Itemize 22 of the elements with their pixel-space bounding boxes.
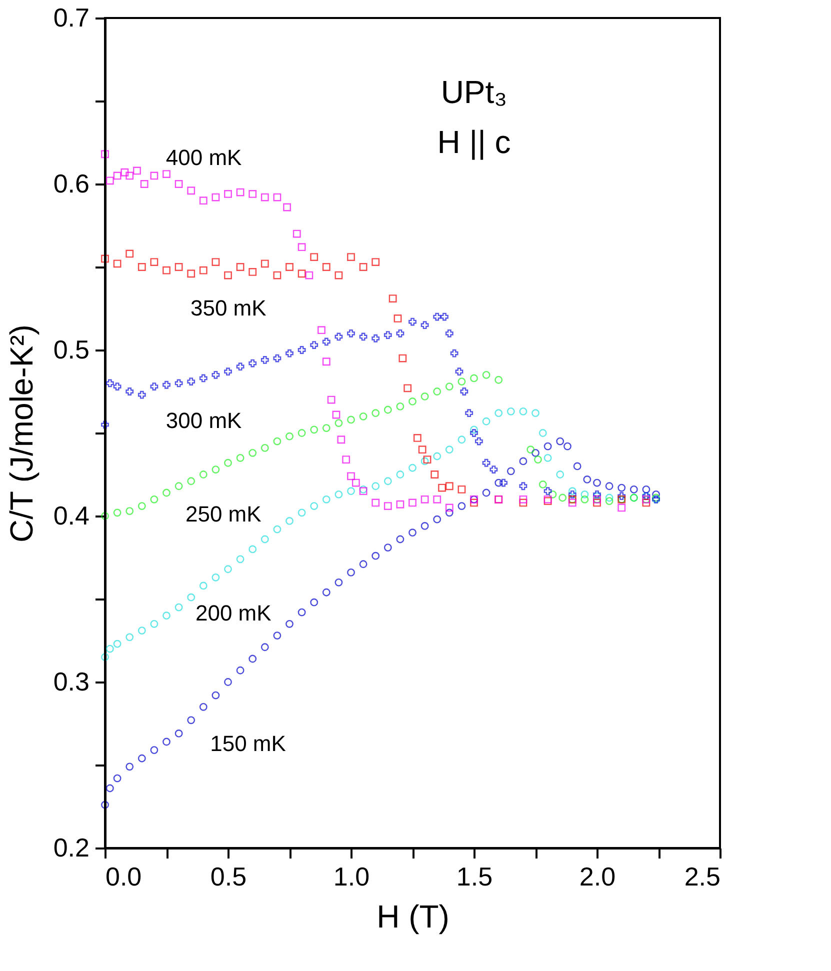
y-axis-title: C/T (J/mole-K²) — [3, 324, 40, 543]
series-label: 250 mK — [185, 502, 262, 526]
series-label: 400 mK — [166, 145, 242, 170]
y-tick-label: 0.6 — [53, 168, 90, 198]
y-tick-label: 0.3 — [53, 666, 90, 696]
y-tick-label: 0.2 — [53, 832, 90, 862]
x-tick-label: 2.5 — [684, 862, 720, 892]
y-tick-label: 0.4 — [53, 500, 90, 530]
series-label: 150 mK — [210, 731, 286, 756]
annotation: UPt₃ — [440, 74, 508, 110]
x-tick-label: 0.0 — [106, 862, 142, 892]
x-tick-label: 2.0 — [579, 862, 616, 892]
x-tick-label: 1.0 — [333, 862, 370, 892]
series-label: 300 mK — [166, 408, 242, 434]
annotation: H || c — [437, 124, 511, 160]
series-label: 200 mK — [195, 600, 272, 626]
series-label: 350 mK — [190, 295, 267, 320]
y-tick-label: 0.7 — [53, 2, 90, 32]
x-tick-label: 0.5 — [210, 862, 247, 892]
x-axis-title: H (T) — [376, 898, 450, 934]
x-tick-label: 1.5 — [456, 862, 493, 892]
y-tick-label: 0.5 — [53, 334, 90, 364]
